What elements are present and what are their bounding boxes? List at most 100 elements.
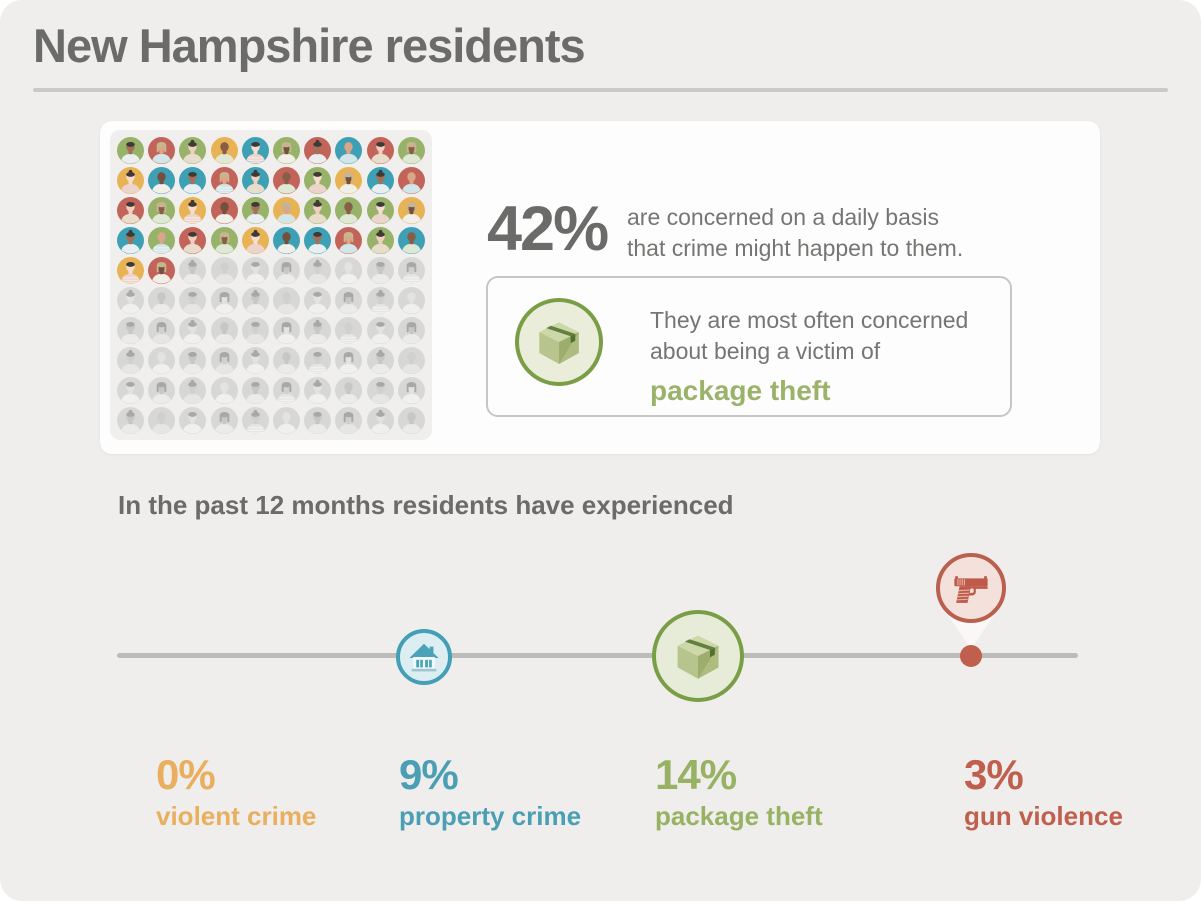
- avatar-colored: [273, 226, 301, 254]
- avatar-colored: [241, 196, 269, 224]
- package-theft-marker: [652, 610, 744, 702]
- avatar-gray: [335, 286, 363, 314]
- avatar-gray: [179, 406, 207, 434]
- gun-icon: [954, 576, 988, 603]
- avatar-gray: [366, 256, 394, 284]
- avatar-gray: [397, 376, 425, 404]
- stat-label: gun violence: [964, 801, 1123, 832]
- avatar-colored: [210, 136, 238, 164]
- property-crime-marker: [396, 629, 452, 685]
- avatar-gray: [366, 406, 394, 434]
- avatar-gray: [366, 316, 394, 344]
- avatar-colored: [179, 136, 207, 164]
- concern-card: 42% are concerned on a daily basis that …: [100, 121, 1100, 454]
- stat-violent-crime: 0% violent crime: [156, 751, 317, 832]
- avatar-gray: [179, 316, 207, 344]
- house-icon: [409, 643, 439, 672]
- avatar-gray: [335, 256, 363, 284]
- section-heading: In the past 12 months residents have exp…: [118, 490, 734, 520]
- avatar-colored: [241, 166, 269, 194]
- stats-row: 0% violent crime 9% property crime 14% p…: [0, 751, 1201, 862]
- avatar-colored: [179, 166, 207, 194]
- avatar-gray: [148, 286, 176, 314]
- stat-value: 9%: [399, 751, 459, 798]
- gun-violence-marker: [936, 553, 1006, 623]
- avatar-gray: [304, 286, 332, 314]
- callout-line1: They are most often concerned: [650, 307, 969, 333]
- stat-label: property crime: [399, 801, 582, 832]
- avatar-gray: [241, 256, 269, 284]
- avatar-colored: [335, 226, 363, 254]
- avatar-colored: [304, 136, 332, 164]
- avatar-gray: [148, 406, 176, 434]
- stat-property-crime: 9% property crime: [399, 751, 582, 832]
- avatar-gray: [273, 316, 301, 344]
- avatar-gray: [304, 256, 332, 284]
- avatar-gray: [148, 376, 176, 404]
- avatar-colored: [304, 226, 332, 254]
- avatar-gray: [117, 316, 145, 344]
- avatar-colored: [397, 166, 425, 194]
- avatar-gray: [210, 256, 238, 284]
- avatar-gray: [397, 316, 425, 344]
- avatar-gray: [304, 376, 332, 404]
- package-icon: [515, 298, 603, 386]
- package-theft-callout: They are most often concerned about bein…: [486, 276, 1012, 417]
- stat-value: 0%: [156, 751, 216, 798]
- avatar-gray: [273, 286, 301, 314]
- avatar-colored: [148, 196, 176, 224]
- avatar-colored: [273, 196, 301, 224]
- stat-value: 14%: [655, 751, 737, 798]
- avatar-gray: [148, 346, 176, 374]
- avatar-colored: [117, 136, 145, 164]
- avatar-gray: [241, 406, 269, 434]
- avatar-gray: [241, 286, 269, 314]
- avatar-colored: [117, 256, 145, 284]
- avatar-gray: [304, 316, 332, 344]
- avatar-colored: [366, 136, 394, 164]
- avatar-gray: [117, 376, 145, 404]
- avatar-gray: [117, 346, 145, 374]
- avatar-gray: [366, 286, 394, 314]
- package-box-graphic: [539, 322, 579, 365]
- avatar-gray: [210, 376, 238, 404]
- callout-line2: about being a victim of: [650, 338, 881, 365]
- avatar-colored: [148, 226, 176, 254]
- avatar-colored: [148, 136, 176, 164]
- stat-package-theft: 14% package theft: [655, 751, 823, 832]
- avatar-gray: [241, 316, 269, 344]
- avatar-gray: [335, 316, 363, 344]
- stat-label: violent crime: [156, 801, 317, 832]
- avatar-colored: [210, 226, 238, 254]
- gun-violence-axis-dot: [960, 645, 982, 667]
- avatar-colored: [241, 136, 269, 164]
- avatar-colored: [366, 196, 394, 224]
- avatar-colored: [117, 166, 145, 194]
- avatar-colored: [335, 196, 363, 224]
- title-divider: [33, 88, 1168, 92]
- avatar-gray: [179, 286, 207, 314]
- avatar-gray: [335, 406, 363, 434]
- avatar-gray: [366, 376, 394, 404]
- avatar-gray: [273, 376, 301, 404]
- concern-statement: are concerned on a daily basis that crim…: [627, 202, 963, 263]
- package-icon: [677, 635, 719, 679]
- avatar-colored: [304, 166, 332, 194]
- avatar-gray: [335, 346, 363, 374]
- avatar-colored: [304, 196, 332, 224]
- callout-text: They are most often concerned about bein…: [650, 305, 968, 410]
- avatar-colored: [397, 226, 425, 254]
- stat-gun-violence: 3% gun violence: [964, 751, 1123, 832]
- avatar-gray: [179, 256, 207, 284]
- avatar-colored: [148, 166, 176, 194]
- callout-highlight: package theft: [650, 375, 831, 407]
- avatar-gray: [241, 376, 269, 404]
- avatar-colored: [210, 166, 238, 194]
- avatar-colored: [273, 136, 301, 164]
- avatar-gray: [117, 286, 145, 314]
- page-title: New Hampshire residents: [33, 19, 586, 72]
- avatar-colored: [335, 166, 363, 194]
- avatar-gray: [117, 406, 145, 434]
- avatar-colored: [397, 136, 425, 164]
